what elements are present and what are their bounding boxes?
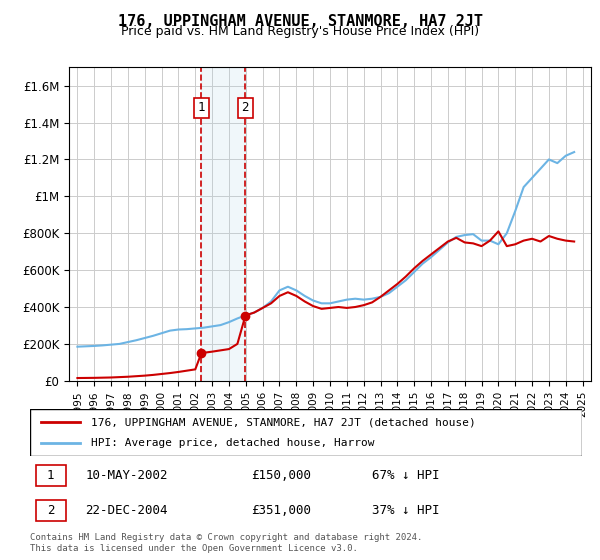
Text: HPI: Average price, detached house, Harrow: HPI: Average price, detached house, Harr… xyxy=(91,438,374,448)
Text: 1: 1 xyxy=(47,469,54,482)
FancyBboxPatch shape xyxy=(35,465,66,486)
Text: £150,000: £150,000 xyxy=(251,469,311,482)
FancyBboxPatch shape xyxy=(30,409,582,456)
Text: 22-DEC-2004: 22-DEC-2004 xyxy=(85,504,168,517)
Text: 176, UPPINGHAM AVENUE, STANMORE, HA7 2JT (detached house): 176, UPPINGHAM AVENUE, STANMORE, HA7 2JT… xyxy=(91,417,475,427)
FancyBboxPatch shape xyxy=(35,500,66,521)
Text: 67% ↓ HPI: 67% ↓ HPI xyxy=(372,469,440,482)
Text: Contains HM Land Registry data © Crown copyright and database right 2024.
This d: Contains HM Land Registry data © Crown c… xyxy=(30,533,422,553)
Text: 1: 1 xyxy=(197,101,205,114)
Text: 2: 2 xyxy=(47,504,54,517)
Text: 2: 2 xyxy=(242,101,249,114)
Text: Price paid vs. HM Land Registry's House Price Index (HPI): Price paid vs. HM Land Registry's House … xyxy=(121,25,479,38)
Text: 37% ↓ HPI: 37% ↓ HPI xyxy=(372,504,440,517)
Bar xyxy=(202,67,245,381)
Text: 176, UPPINGHAM AVENUE, STANMORE, HA7 2JT: 176, UPPINGHAM AVENUE, STANMORE, HA7 2JT xyxy=(118,14,482,29)
Text: 10-MAY-2002: 10-MAY-2002 xyxy=(85,469,168,482)
Text: £351,000: £351,000 xyxy=(251,504,311,517)
